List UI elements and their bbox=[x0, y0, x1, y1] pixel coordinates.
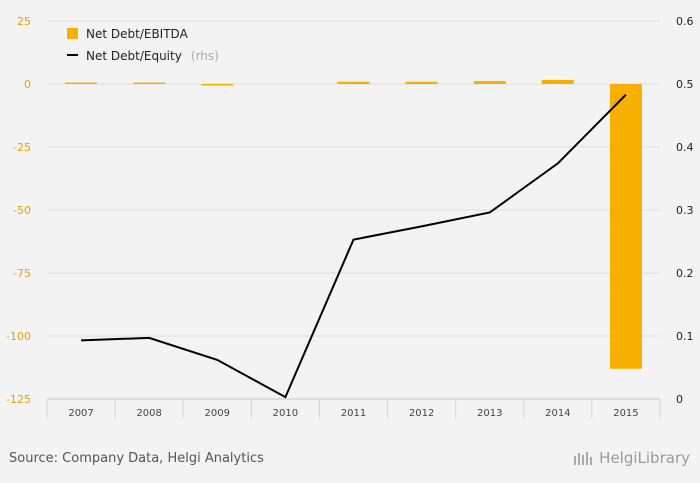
x-tick-label: 2007 bbox=[68, 408, 93, 419]
library-icon bbox=[574, 452, 593, 465]
left-tick-label: 25 bbox=[17, 15, 31, 28]
right-tick-label: 0.3 bbox=[676, 204, 694, 217]
bar bbox=[405, 81, 438, 84]
x-tick-label: 2012 bbox=[409, 408, 434, 419]
gridlines bbox=[47, 20, 660, 337]
left-tick-label: -75 bbox=[13, 267, 31, 280]
x-tick-label: 2011 bbox=[341, 408, 366, 419]
combo-chart: 250-25-50-75-100-125 0.60.50.40.30.20.10… bbox=[6, 15, 694, 419]
bar bbox=[473, 80, 506, 84]
right-tick-label: 0.4 bbox=[676, 141, 694, 154]
x-tick-label: 2008 bbox=[136, 408, 161, 419]
x-tick-label: 2009 bbox=[205, 408, 230, 419]
left-tick-label: -25 bbox=[13, 141, 31, 154]
legend-label-line: Net Debt/Equity (rhs) bbox=[86, 45, 219, 64]
right-tick-label: 0.2 bbox=[676, 267, 694, 280]
bar bbox=[133, 82, 166, 84]
legend: Net Debt/EBITDA Net Debt/Equity (rhs) bbox=[67, 27, 219, 64]
left-axis-ticks: 25 0 -25 -50 -75 -100 -125 bbox=[6, 15, 31, 406]
x-tick-label: 2010 bbox=[273, 408, 298, 419]
bar bbox=[541, 79, 574, 84]
bar-series bbox=[65, 79, 642, 369]
left-tick-label: -125 bbox=[6, 393, 31, 406]
line-series bbox=[81, 93, 627, 399]
legend-label-line-suffix: (rhs) bbox=[191, 49, 219, 63]
right-axis-ticks: 0.6 0.5 0.4 0.3 0.2 0.1 0 bbox=[676, 15, 694, 406]
left-tick-label: -100 bbox=[6, 330, 31, 343]
right-tick-label: 0.6 bbox=[676, 15, 694, 28]
bar bbox=[337, 81, 370, 84]
helgi-logo: HelgiLibrary bbox=[573, 449, 690, 467]
x-tick-label: 2014 bbox=[545, 408, 570, 419]
logo-text: HelgiLibrary bbox=[599, 449, 690, 467]
legend-swatch-bar bbox=[67, 28, 78, 39]
bar bbox=[65, 82, 98, 84]
right-tick-label: 0 bbox=[676, 393, 683, 406]
right-tick-label: 0.1 bbox=[676, 330, 694, 343]
bar bbox=[609, 84, 642, 369]
legend-label-line-name: Net Debt/Equity bbox=[86, 49, 182, 63]
legend-label-bar: Net Debt/EBITDA bbox=[86, 27, 189, 41]
x-axis: 2007 2008 2009 2010 2011 2012 2013 2014 2015 bbox=[46, 398, 661, 419]
x-tick-label: 2015 bbox=[613, 408, 638, 419]
x-tick-label: 2013 bbox=[477, 408, 502, 419]
left-tick-label: -50 bbox=[13, 204, 31, 217]
source-note: Source: Company Data, Helgi Analytics bbox=[9, 451, 264, 466]
bar bbox=[201, 84, 234, 86]
right-tick-label: 0.5 bbox=[676, 78, 694, 91]
left-tick-label: 0 bbox=[24, 78, 31, 91]
